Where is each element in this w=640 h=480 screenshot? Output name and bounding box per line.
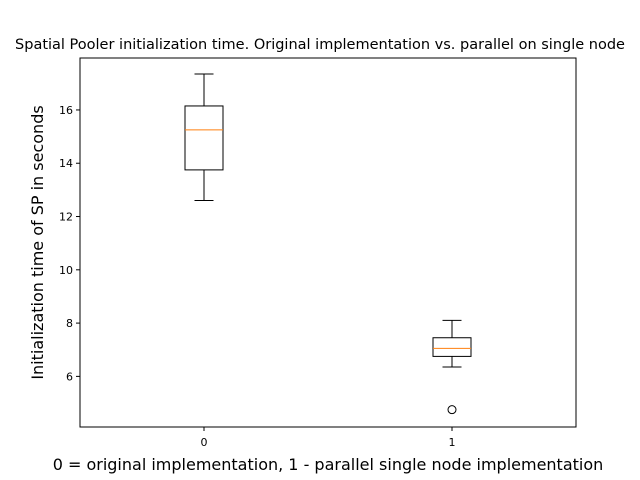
y-tick-label: 14 — [59, 157, 73, 170]
y-axis-label: Initialization time of SP in seconds — [28, 105, 47, 379]
y-tick-label: 8 — [66, 317, 73, 330]
x-tick-label: 0 — [201, 436, 208, 449]
x-tick-label: 1 — [449, 436, 456, 449]
chart-title: Spatial Pooler initialization time. Orig… — [15, 37, 625, 53]
y-tick-label: 10 — [59, 264, 73, 277]
y-tick-label: 16 — [59, 104, 73, 117]
x-axis-label: 0 = original implementation, 1 - paralle… — [53, 455, 604, 474]
y-tick-label: 6 — [66, 370, 73, 383]
y-tick-label: 12 — [59, 211, 73, 224]
